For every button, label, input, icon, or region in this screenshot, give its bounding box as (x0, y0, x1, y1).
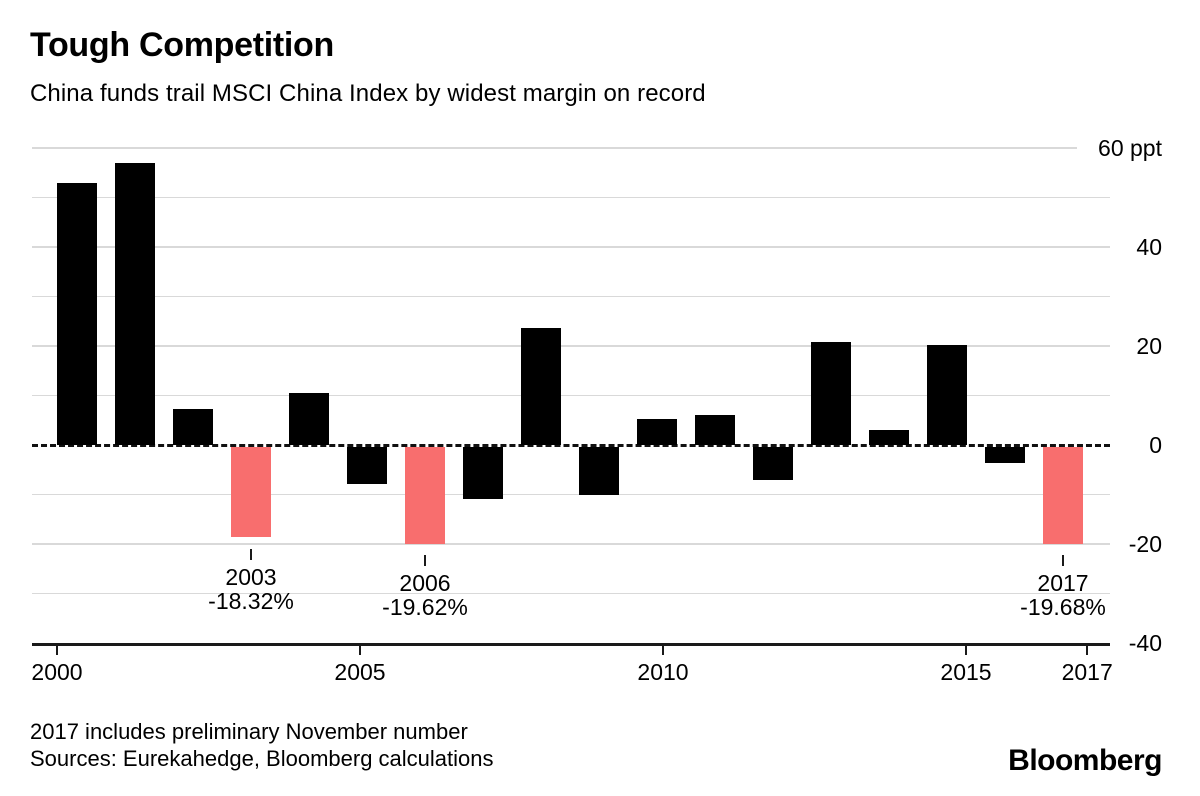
x-axis-label-2005: 2005 (334, 659, 386, 685)
bar-2006-highlighted (405, 446, 445, 544)
x-axis-label-2015: 2015 (940, 659, 992, 685)
gridline-20ppt (32, 345, 1110, 347)
annotation-value-2017: -19.68% (1020, 594, 1106, 621)
y-axis-label-40: 40 (1136, 234, 1162, 260)
annotation-tick-2017 (1062, 555, 1064, 567)
x-axis-tick-2005 (359, 646, 361, 655)
bar-2005 (347, 446, 387, 484)
bar-2013 (811, 342, 851, 445)
chart-sources: Sources: Eurekahedge, Bloomberg calculat… (30, 746, 494, 771)
bar-2007 (463, 446, 503, 500)
gridline--20ppt (32, 543, 1110, 545)
bar-2009 (579, 446, 619, 495)
x-axis-label-2010: 2010 (637, 659, 689, 685)
gridline-30ppt (32, 295, 1110, 298)
gridline--30ppt (32, 592, 1110, 595)
bar-2012 (753, 446, 793, 480)
annotation-year-2006: 2006 (399, 570, 451, 597)
bar-2016 (985, 446, 1025, 464)
bar-2004 (289, 393, 329, 445)
y-axis-label-60: 60 ppt (1098, 135, 1162, 161)
annotation-value-2006: -19.62% (382, 594, 468, 621)
y-axis-label--40: -40 (1128, 630, 1162, 656)
bar-2000 (57, 183, 97, 445)
x-axis-tick-2010 (662, 646, 664, 655)
annotation-tick-2003 (250, 548, 252, 560)
x-axis-line (32, 643, 1110, 646)
bar-2010 (637, 418, 677, 445)
bar-2017-highlighted (1043, 446, 1083, 544)
x-axis-label-2017: 2017 (1061, 659, 1113, 685)
bar-2014 (869, 430, 909, 445)
x-axis-tick-2000 (56, 646, 58, 655)
gridline-10ppt (32, 394, 1110, 397)
bar-2002 (173, 408, 213, 445)
bar-2008 (521, 328, 561, 445)
zero-baseline (32, 443, 1110, 447)
bar-2015 (927, 345, 967, 445)
chart-footnote: 2017 includes preliminary November numbe… (30, 719, 468, 744)
annotation-year-2017: 2017 (1037, 570, 1089, 597)
annotation-value-2003: -18.32% (208, 587, 294, 614)
x-axis-label-2000: 2000 (31, 659, 83, 685)
bar-2011 (695, 414, 735, 445)
gridline-50ppt (32, 196, 1110, 199)
annotation-year-2003: 2003 (225, 563, 277, 590)
bar-2003-highlighted (231, 446, 271, 538)
y-axis-label-0: 0 (1149, 432, 1162, 458)
bar-2001 (115, 162, 155, 445)
annotation-tick-2006 (424, 555, 426, 567)
y-axis-label--20: -20 (1128, 531, 1162, 557)
gridline-60ppt (32, 147, 1077, 149)
x-axis-tick-2015 (965, 646, 967, 655)
gridline--10ppt (32, 493, 1110, 496)
chart-title: Tough Competition (30, 26, 334, 64)
y-axis-label-20: 20 (1136, 333, 1162, 359)
gridline-40ppt (32, 246, 1110, 248)
x-axis-tick-2017 (1086, 646, 1089, 655)
chart-subtitle: China funds trail MSCI China Index by wi… (30, 80, 706, 107)
bloomberg-logo: Bloomberg (1008, 744, 1162, 777)
